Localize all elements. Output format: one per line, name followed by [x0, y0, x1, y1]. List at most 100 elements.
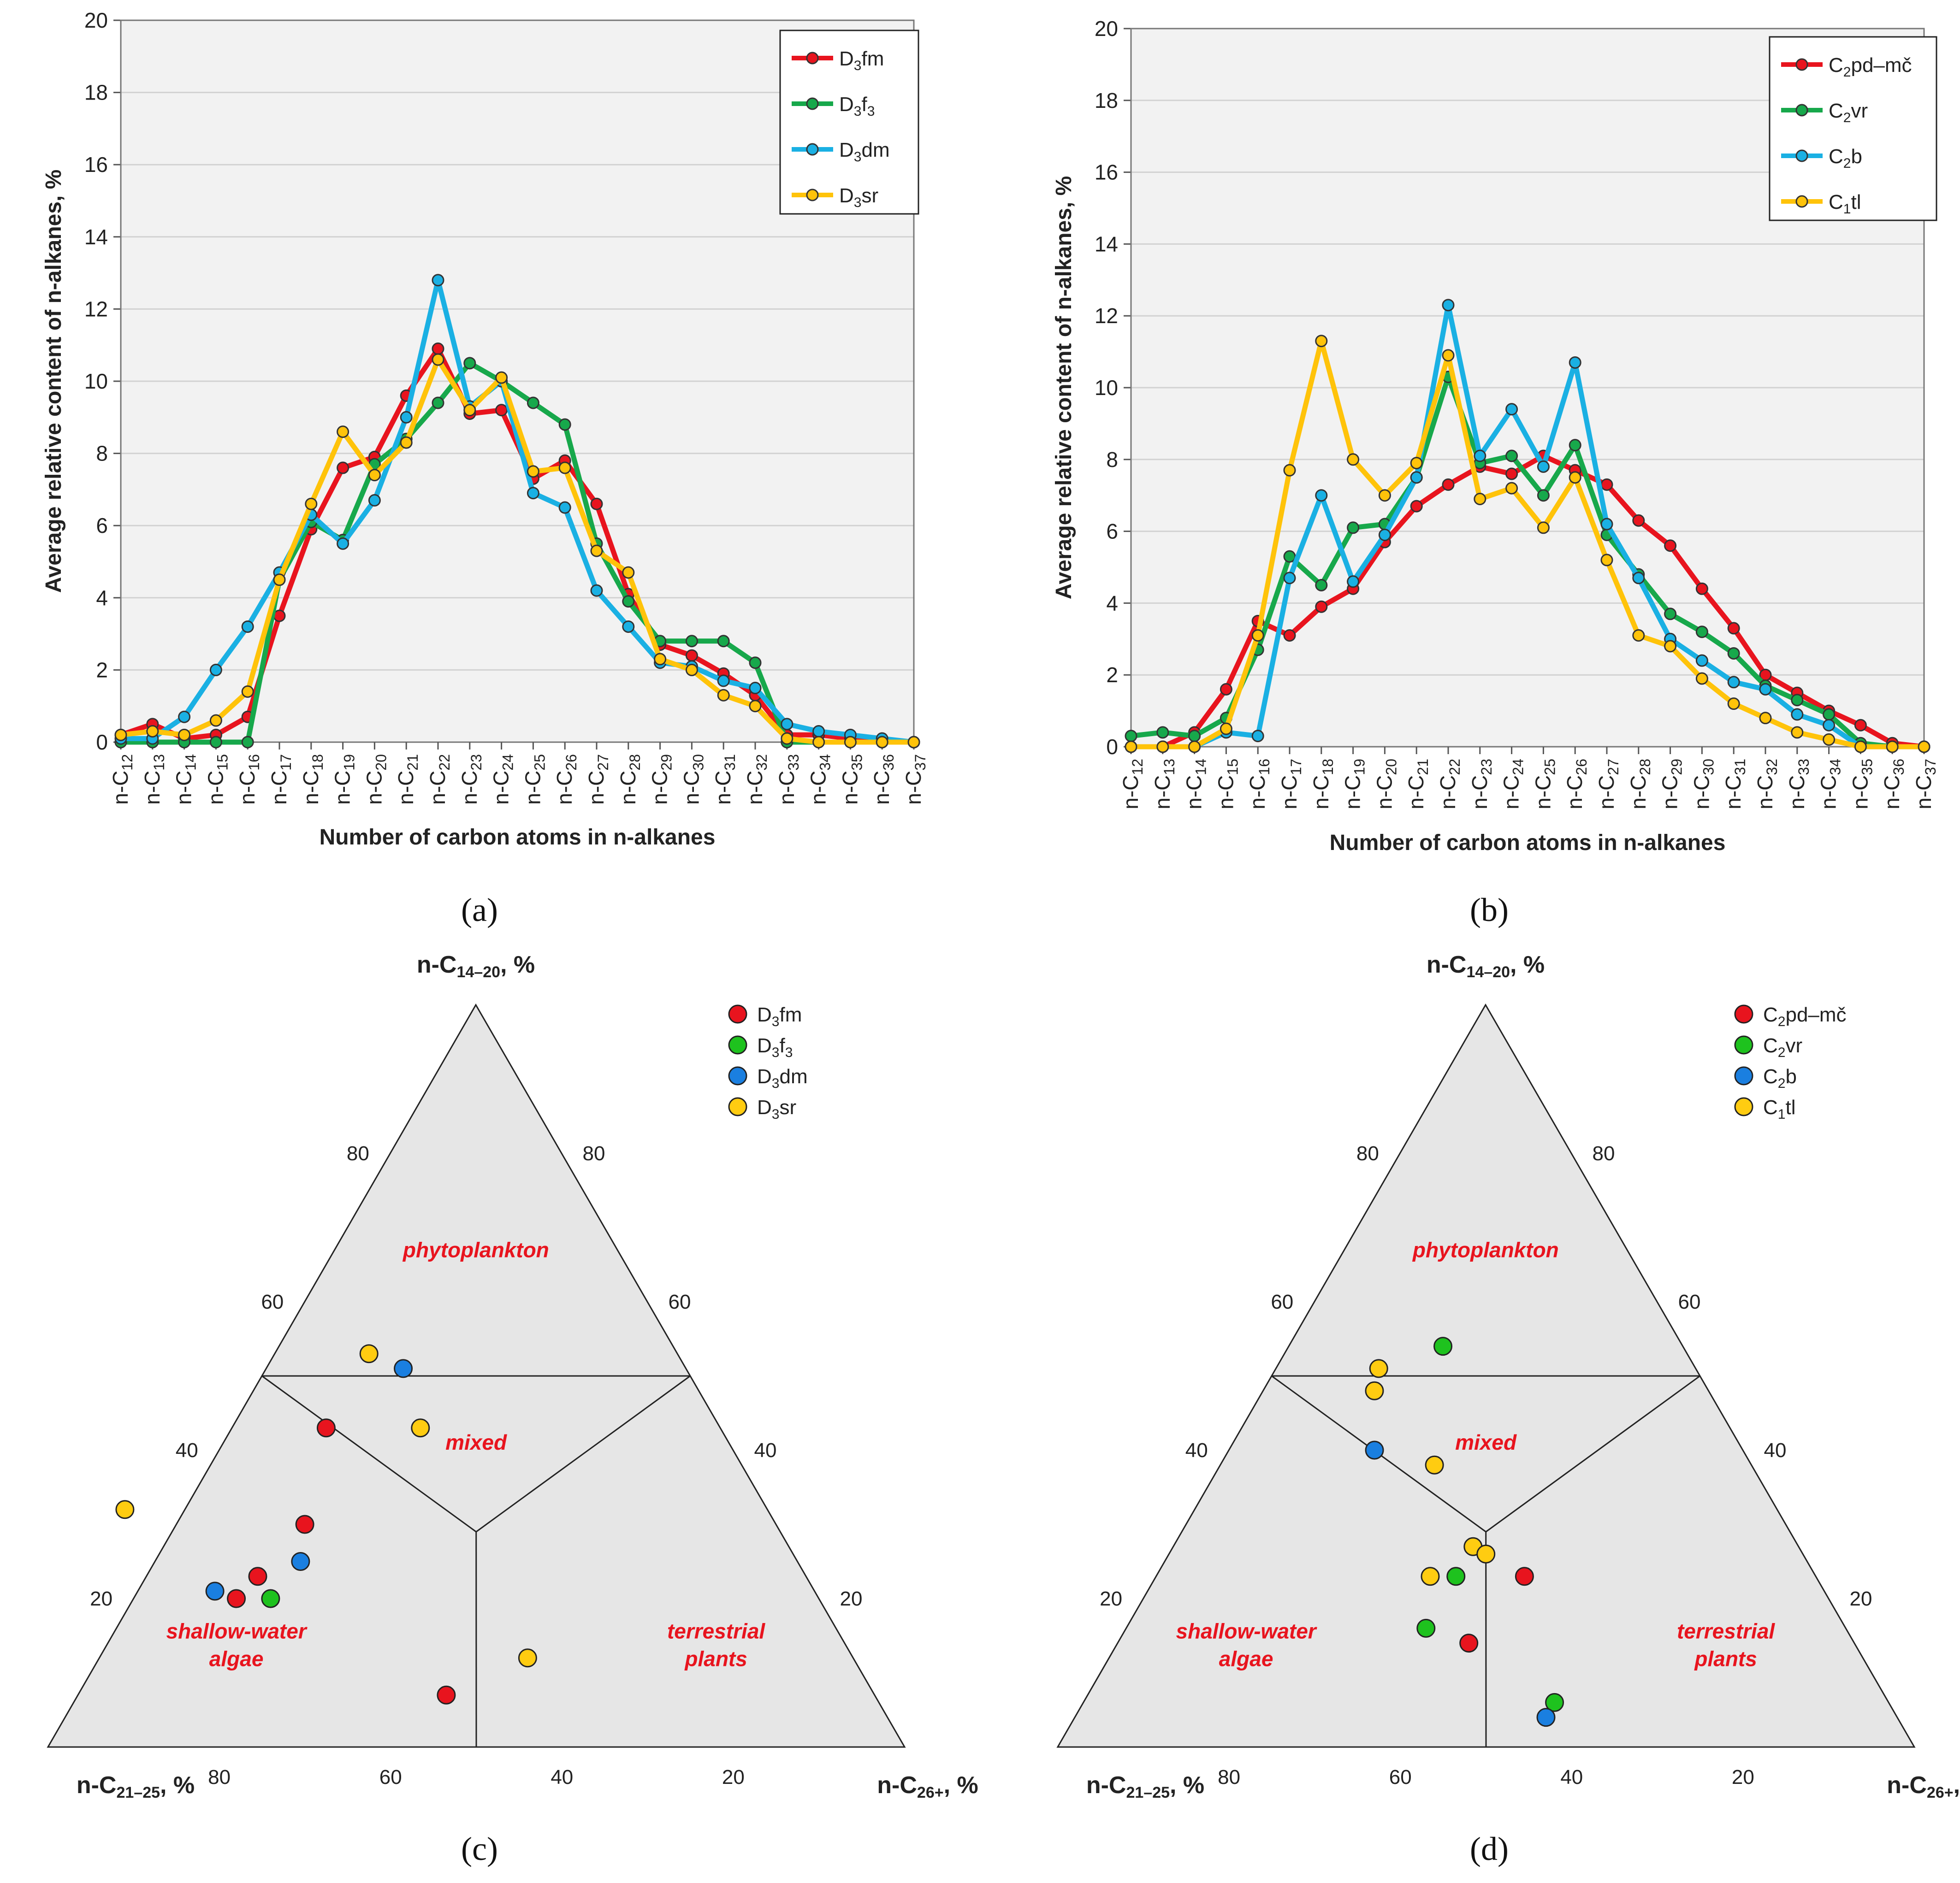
x-tick-prefix: n-C [1658, 775, 1682, 809]
data-point-C2vr [1664, 608, 1677, 620]
data-point-C2b [1759, 683, 1772, 696]
data-point-D3dm [558, 501, 571, 514]
x-tick-prefix: n-C [552, 771, 576, 805]
x-tick-label-a: n-C21 [394, 754, 421, 805]
data-point-D3sr [749, 700, 762, 713]
x-tick-subscript: 20 [1383, 759, 1399, 775]
legend-main: C [1829, 191, 1843, 213]
top-axis-label-unit: , % [1510, 951, 1545, 978]
x-tick-prefix: n-C [1372, 775, 1396, 809]
zone-label-plants: plants [1694, 1647, 1757, 1671]
data-point-D3sr [781, 732, 793, 745]
zone-label-algae: algae [1219, 1647, 1273, 1671]
data-point-C2pd–mč [1664, 539, 1677, 552]
legend-marker [806, 52, 819, 65]
ternary-point-D3dm [205, 1582, 225, 1601]
x-tick-label-b: n-C21 [1404, 759, 1431, 809]
ternary-point-C2vr [1416, 1618, 1436, 1638]
data-point-D3sr [400, 436, 413, 449]
bottom-tick: 80 [208, 1766, 231, 1789]
x-tick-prefix: n-C [362, 771, 386, 805]
data-point-D3f3 [527, 396, 539, 409]
ternary-point-C1tl [1476, 1544, 1496, 1564]
x-tick-label-b: n-C37 [1912, 759, 1939, 809]
legend-main: D [757, 1003, 772, 1026]
data-point-C1tl [1537, 521, 1550, 534]
data-point-C2vr [1791, 694, 1804, 707]
data-point-C2vr [1347, 521, 1360, 534]
x-tick-prefix: n-C [1880, 775, 1904, 809]
legend-rest: fm [779, 1003, 802, 1026]
data-point-D3fm [337, 461, 349, 474]
y-tick-label-a: 10 [84, 369, 108, 393]
data-point-C2vr [1125, 730, 1137, 743]
x-tick-prefix: n-C [648, 771, 672, 805]
right-edge-tick: 60 [669, 1291, 691, 1313]
ternary-point-D3sr [518, 1648, 537, 1668]
legend-rest: sr [779, 1096, 796, 1119]
x-tick-subscript: 22 [436, 754, 453, 771]
legend-sub: 3 [854, 149, 862, 165]
legend-marker [1795, 195, 1808, 208]
legend-rest: b [1851, 145, 1862, 168]
x-tick-label-a: n-C23 [457, 754, 485, 805]
ternary-point-D3fm [248, 1567, 267, 1586]
y-tick-label-b: 2 [1106, 663, 1118, 687]
legend-main: C [1829, 100, 1843, 122]
legend-entry: C1tl [1763, 1096, 1795, 1122]
right-edge-tick: 80 [1593, 1142, 1615, 1165]
top-axis-label-main: n-C [1427, 951, 1467, 978]
data-point-C2pd–mč [1315, 600, 1328, 613]
legend-entry: D3sr [839, 184, 878, 210]
data-point-C1tl [1695, 672, 1708, 685]
x-tick-prefix: n-C [1182, 775, 1206, 809]
zone-label-mixed: mixed [1455, 1430, 1517, 1454]
data-point-C2vr [1823, 708, 1836, 721]
x-tick-prefix: n-C [1214, 775, 1238, 809]
right-edge-tick: 20 [1850, 1588, 1872, 1610]
data-point-D3dm [241, 620, 254, 633]
line-chart-a: 02468101214161820n-C12n-C13n-C14n-C15n-C… [41, 8, 929, 850]
y-tick-label-a: 4 [96, 586, 108, 610]
data-point-C2vr [1537, 489, 1550, 502]
legend-entry: C1tl [1829, 191, 1861, 217]
right-axis-label: n-C26+, % [1887, 1772, 1960, 1801]
x-tick-subscript: 16 [246, 754, 262, 771]
data-point-C2b [1474, 449, 1486, 462]
right-axis-label-main: n-C [877, 1772, 917, 1799]
data-point-D3sr [527, 465, 539, 478]
data-point-C2pd–mč [1727, 622, 1740, 635]
x-tick-label-b: n-C28 [1626, 759, 1653, 809]
legend-marker [728, 1097, 747, 1116]
legend-main: C [1763, 1065, 1778, 1088]
legend-sub: 3 [772, 1076, 780, 1091]
panel-label-d: (d) [1470, 1830, 1509, 1867]
data-point-D3sr [558, 461, 571, 474]
plot-frame-a [120, 19, 915, 743]
x-tick-subscript: 33 [785, 754, 802, 771]
x-tick-label-b: n-C12 [1119, 759, 1146, 809]
x-tick-prefix: n-C [172, 771, 196, 805]
y-tick-label-a: 12 [84, 297, 108, 321]
x-tick-label-b: n-C31 [1721, 759, 1748, 809]
legend-rest: fm [861, 47, 884, 70]
data-point-C1tl [1727, 697, 1740, 710]
data-point-C2vr [1188, 730, 1201, 743]
x-tick-prefix: n-C [394, 771, 418, 805]
ternary-point-C2vr [1545, 1693, 1564, 1712]
right-axis-label-unit: , % [1954, 1772, 1960, 1799]
x-tick-label-b: n-C17 [1277, 759, 1304, 809]
legend-main: D [839, 47, 854, 70]
x-tick-label-a: n-C26 [552, 754, 580, 805]
x-tick-subscript: 12 [119, 754, 136, 771]
x-tick-subscript: 24 [1510, 759, 1527, 775]
legend-rest: vr [1785, 1034, 1802, 1057]
left-axis-label: n-C21–25, % [1086, 1772, 1204, 1801]
ternary-point-D3dm [394, 1359, 413, 1378]
legend-marker [728, 1035, 747, 1055]
data-point-C2vr [1283, 550, 1296, 563]
data-point-C2b [1695, 654, 1708, 667]
x-tick-label-a: n-C12 [108, 754, 136, 805]
data-point-C1tl [1759, 712, 1772, 725]
legend-sub2: 3 [785, 1045, 793, 1060]
